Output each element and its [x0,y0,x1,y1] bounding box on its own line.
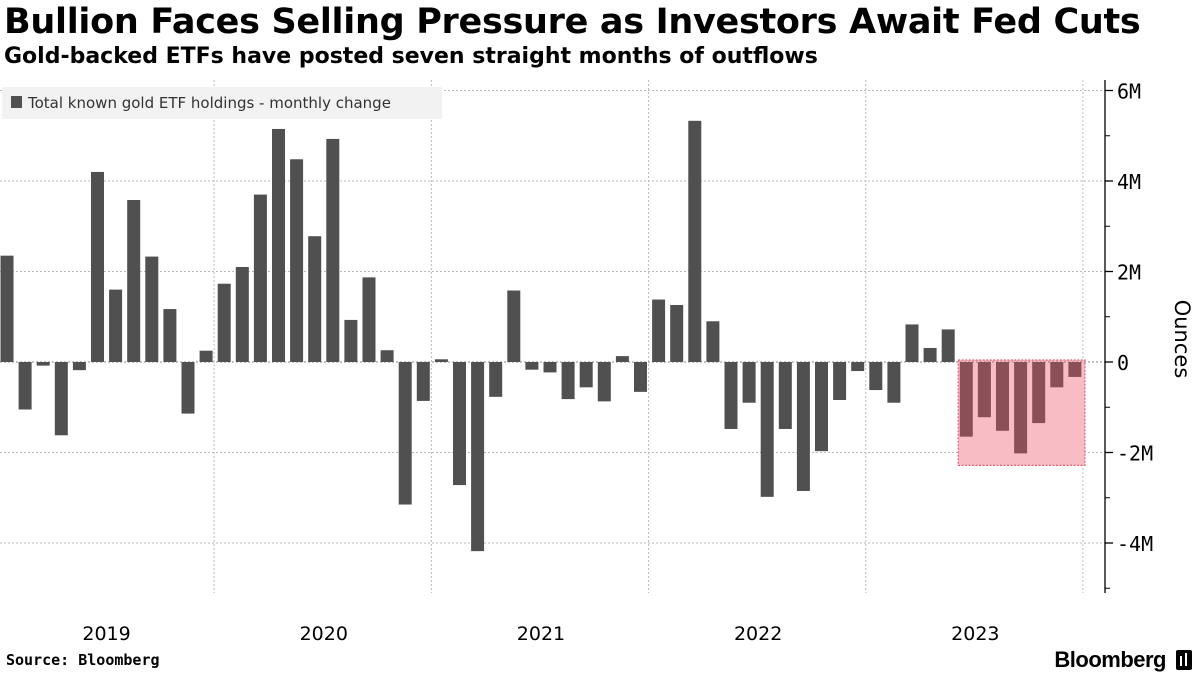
bar [91,171,104,362]
bar [869,362,883,391]
bloomberg-terminal-icon [1176,650,1192,670]
bar [561,362,575,400]
bar [1050,362,1064,388]
bar [290,159,304,362]
y-tick-label: 2M [1117,261,1141,285]
y-tick-label: 6M [1117,80,1141,104]
bar [434,359,448,362]
bar [54,362,68,436]
bar [0,255,14,362]
x-tick-label: 2019 [82,623,130,645]
x-tick-label: 2020 [300,623,348,645]
bar [760,362,774,497]
bar [815,362,828,452]
bar [996,362,1009,431]
y-tick-label: 0 [1117,351,1129,375]
bar [18,362,32,410]
bar [181,362,195,414]
bar [796,362,810,491]
y-axis-title: Ounces [1170,300,1194,379]
bar [272,128,285,362]
chart-title: Bullion Faces Selling Pressure as Invest… [4,2,1141,42]
bar [36,362,50,366]
bar [887,362,901,403]
bar [453,362,466,486]
bar [398,362,412,505]
y-tick-label: 4M [1117,170,1141,194]
bar [742,362,756,403]
bar [579,362,593,388]
bar [489,362,503,397]
x-tick-label: 2021 [517,623,565,645]
bar [670,304,684,362]
legend-label: Total known gold ETF holdings - monthly … [27,94,391,112]
bar [525,362,539,370]
bar [941,329,955,362]
bar [923,347,937,362]
bar [959,362,973,437]
bar [145,256,159,362]
bar [507,290,521,362]
bar [362,277,376,362]
bar [688,120,702,362]
bar [597,362,611,402]
bloomberg-logo: Bloomberg [1054,647,1166,672]
source-note: Source: Bloomberg [6,651,160,669]
bar [217,283,231,362]
bar [308,236,322,362]
bar [851,362,865,372]
bar [199,350,213,362]
y-tick-label: -2M [1117,442,1153,466]
bar [1014,362,1028,454]
bar [1032,362,1046,424]
bar [977,362,991,418]
legend-swatch [11,96,22,108]
bar [344,319,358,362]
bar [163,309,177,362]
bar [380,350,394,362]
bar [127,200,141,362]
bar [326,138,340,362]
x-tick-label: 2023 [951,623,999,645]
bar [652,299,666,362]
bar [72,362,86,371]
bar [235,266,249,362]
bar [724,362,738,429]
bar [615,356,629,362]
bar [416,362,430,401]
bar [109,289,123,362]
bar [1068,362,1082,377]
bar [634,362,647,392]
x-tick-label: 2022 [734,623,782,645]
bar [778,362,792,429]
bar [833,362,847,401]
bar [543,362,557,373]
bar [706,321,720,362]
y-tick-label: -4M [1117,532,1153,556]
bar [471,362,485,552]
legend-box [2,87,442,119]
bar [905,324,919,362]
bar [253,194,267,362]
chart-subtitle: Gold-backed ETFs have posted seven strai… [4,44,818,69]
